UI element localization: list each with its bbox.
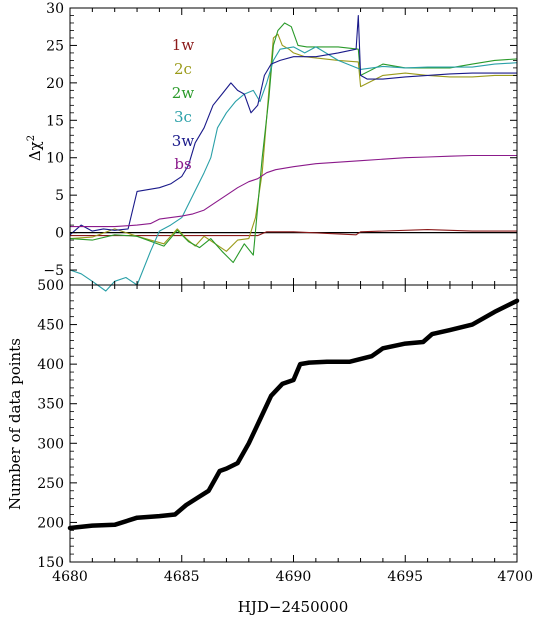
data-points-plot-frame xyxy=(69,284,518,563)
series-line-3c xyxy=(69,46,518,292)
series-line-1w xyxy=(70,229,517,237)
y-tick-label: 150 xyxy=(37,555,64,571)
delta-chi2-y-axis-label: Δχ2 xyxy=(26,135,44,161)
series-line-3w xyxy=(69,14,517,236)
y-tick-label: 5 xyxy=(55,188,64,204)
legend-entry-2c: 2c xyxy=(174,60,192,78)
legend-entry-2w: 2w xyxy=(172,84,195,102)
y-tick-label: 400 xyxy=(37,357,64,373)
series-line-2w xyxy=(69,22,518,264)
y-tick-label: −5 xyxy=(43,263,64,279)
y-tick-label: 30 xyxy=(46,1,64,17)
x-tick-label: 4690 xyxy=(276,569,312,585)
y-tick-label: 0 xyxy=(55,226,64,242)
data-points-count-line xyxy=(67,298,520,531)
delta-chi2-plot-frame xyxy=(69,7,518,286)
data-points-series-group xyxy=(67,298,520,531)
data-points-panel: 150 200 250 300 350 400 450 500 4680 4685 4690 4695… xyxy=(6,278,533,616)
y-tick-label: 250 xyxy=(37,476,64,492)
data-points-y-axis-label: Number of data points xyxy=(6,338,24,510)
legend-entry-bs: bs xyxy=(174,155,191,173)
delta-chi2-panel: −5 0 5 10 15 20 25 30 1w 2c 2w 3c 3w bs Δχ2 xyxy=(26,1,518,292)
x-tick-label: 4680 xyxy=(52,569,88,585)
y-tick-label: 350 xyxy=(37,397,64,413)
delta-chi2-legend: 1w 2c 2w 3c 3w bs xyxy=(172,36,195,173)
y-tick-label: 10 xyxy=(46,151,64,167)
y-tick-label: 200 xyxy=(37,515,64,531)
y-tick-label: 15 xyxy=(46,113,64,129)
legend-entry-1w: 1w xyxy=(172,36,195,54)
legend-entry-3c: 3c xyxy=(174,108,192,126)
y-tick-label: 500 xyxy=(37,278,64,294)
y-tick-label: 25 xyxy=(46,38,64,54)
legend-entry-3w: 3w xyxy=(172,132,195,150)
y-tick-label: 450 xyxy=(37,318,64,334)
y-tick-label: 20 xyxy=(46,76,64,92)
data-points-axis-ticks: 150 200 250 300 350 400 450 500 4680 4685 4690 4695… xyxy=(37,278,533,585)
x-tick-label: 4700 xyxy=(497,569,533,585)
series-line-bs xyxy=(70,154,517,228)
delta-chi2-series-group xyxy=(69,14,518,292)
x-axis-label: HJD−2450000 xyxy=(238,598,349,616)
x-tick-label: 4685 xyxy=(164,569,200,585)
x-tick-label: 4695 xyxy=(387,569,423,585)
delta-chi2-axis-ticks: −5 0 5 10 15 20 25 30 xyxy=(43,1,518,285)
y-tick-label: 300 xyxy=(37,436,64,452)
